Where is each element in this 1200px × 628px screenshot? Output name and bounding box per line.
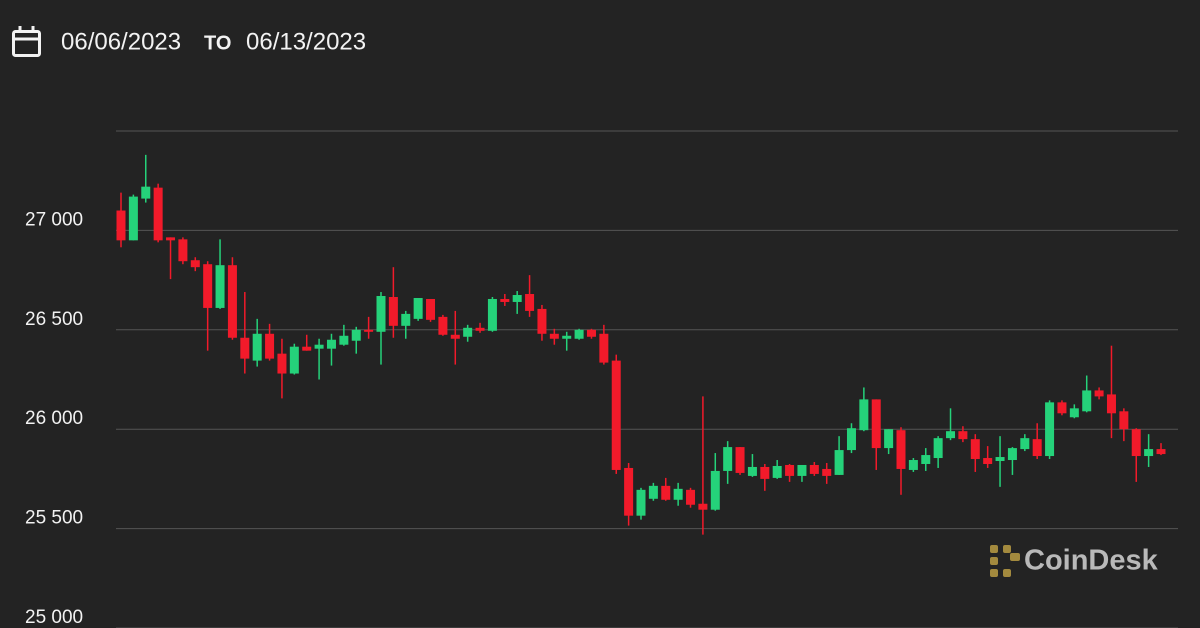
candle-body — [1082, 390, 1092, 412]
candle-body — [859, 399, 869, 431]
candle-body — [128, 196, 138, 241]
candle-body — [933, 438, 943, 459]
candle-body — [785, 464, 795, 476]
candle-body — [289, 346, 299, 374]
candle-body — [166, 237, 176, 241]
candle-body — [500, 298, 510, 302]
candle-body — [1106, 394, 1116, 414]
candle-body — [203, 264, 213, 308]
candle-body — [809, 464, 819, 474]
candle-body — [921, 455, 931, 464]
candle-body — [1007, 448, 1017, 461]
candle-body — [698, 503, 708, 510]
candle-body — [574, 329, 584, 339]
candle-body — [1144, 449, 1154, 457]
candle-body — [624, 467, 634, 516]
candle-body — [537, 308, 547, 334]
candle-body — [475, 327, 485, 331]
candle-body — [463, 327, 473, 337]
candle-body — [1069, 408, 1079, 418]
candle-body — [388, 296, 398, 326]
candle-body — [277, 353, 287, 374]
candle-body — [190, 260, 200, 268]
candle-body — [723, 447, 733, 471]
candle-body — [834, 450, 844, 475]
candle-body — [760, 466, 770, 479]
candle-body — [871, 399, 881, 449]
candle-body — [822, 468, 832, 476]
candle-body — [686, 489, 696, 505]
y-tick-label: 26 500 — [25, 309, 83, 330]
candle-body — [586, 329, 596, 337]
candle-body — [376, 296, 386, 332]
candle-body — [153, 187, 163, 241]
candle-body — [1045, 402, 1055, 457]
candle-body — [946, 431, 956, 439]
candle-body — [438, 316, 448, 335]
candle-body — [958, 431, 968, 440]
candle-body — [648, 485, 658, 499]
candle-body — [636, 489, 646, 516]
candle-body — [896, 430, 906, 469]
candle-body — [413, 297, 423, 319]
candle-body — [908, 460, 918, 470]
candle-body — [599, 333, 609, 363]
candle-body — [339, 335, 349, 345]
candle-body — [995, 457, 1005, 462]
candle-body — [970, 439, 980, 460]
candle-body — [983, 458, 993, 464]
y-tick-label: 25 000 — [25, 607, 83, 628]
candle-body — [549, 333, 559, 339]
candle-body — [661, 485, 671, 500]
candle-body — [116, 210, 126, 241]
y-tick-label: 27 000 — [25, 209, 83, 230]
candle-body — [215, 265, 225, 308]
logo-text: CoinDesk — [1024, 545, 1159, 577]
y-tick-label: 25 500 — [25, 508, 83, 529]
candle-body — [1032, 439, 1042, 457]
candle-body — [673, 488, 683, 500]
candle-body — [1156, 449, 1166, 455]
candle-body — [326, 339, 336, 349]
y-tick-label: 26 000 — [25, 408, 83, 429]
candle-body — [302, 346, 312, 351]
candle-body — [735, 447, 745, 473]
candle-body — [611, 360, 621, 470]
candle-body — [797, 464, 807, 476]
candle-body — [1020, 438, 1030, 450]
date-from: 06/06/2023 — [61, 28, 181, 55]
candle-body — [351, 329, 361, 341]
candle-body — [710, 470, 720, 510]
logo-icon — [990, 545, 1020, 577]
candle-body — [487, 298, 497, 331]
candle-body — [1057, 402, 1067, 414]
candle-body — [364, 329, 374, 332]
candle-body — [525, 294, 535, 311]
candle-body — [178, 239, 188, 262]
candle-body — [450, 334, 460, 339]
candle-body — [562, 335, 572, 339]
candle-body — [747, 466, 757, 476]
candle-body — [240, 337, 250, 359]
candle-body — [265, 333, 275, 359]
candle-body — [227, 265, 237, 338]
candle-body — [426, 298, 436, 320]
candle-body — [141, 186, 151, 199]
candle-body — [512, 295, 522, 302]
candle-body — [1119, 411, 1129, 430]
calendar-icon — [12, 26, 41, 57]
date-separator: TO — [204, 32, 231, 54]
candle-body — [252, 333, 262, 361]
candle-body — [1094, 390, 1104, 397]
candle-body — [772, 465, 782, 478]
candle-body — [314, 344, 324, 349]
candle-body — [401, 313, 411, 326]
date-to: 06/13/2023 — [246, 28, 366, 55]
candle-body — [884, 429, 894, 449]
candle-body — [846, 428, 856, 451]
candle-body — [1131, 429, 1141, 457]
